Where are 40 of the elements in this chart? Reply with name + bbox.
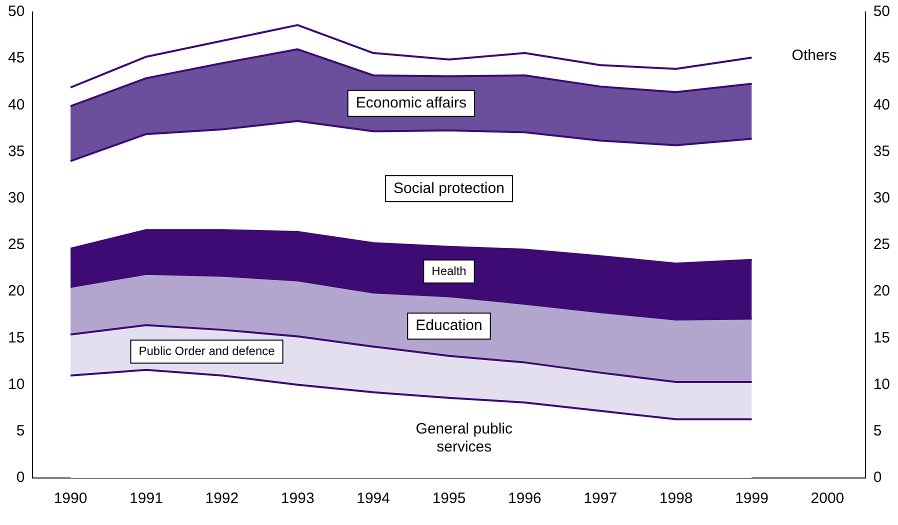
y2-tick-label: 5 xyxy=(873,422,882,440)
y-tick-label: 50 xyxy=(8,3,25,20)
y2-tick-label: 30 xyxy=(873,190,890,207)
text: Others xyxy=(792,46,837,64)
y-tick-label: 15 xyxy=(8,329,25,346)
y-tick-label: 5 xyxy=(16,422,25,440)
y2-tick-label: 20 xyxy=(873,282,890,300)
y2-tick-label: 40 xyxy=(873,96,890,114)
y-tick-label: 20 xyxy=(8,282,25,300)
y-tick-label: 45 xyxy=(8,50,25,67)
y2-tick-label: 50 xyxy=(873,3,890,20)
y-tick-label: 25 xyxy=(8,236,25,254)
x-tick-label: 1998 xyxy=(659,490,693,508)
x-tick-label: 1990 xyxy=(54,490,88,508)
series-label: Health xyxy=(432,264,466,278)
y2-tick-label: 35 xyxy=(873,142,890,160)
x-tick-label: 1996 xyxy=(508,490,542,508)
series-label: Economic affairs xyxy=(356,94,466,112)
x-tick-label: 1999 xyxy=(735,490,768,508)
x-tick-label: 2000 xyxy=(810,490,844,508)
x-tick-label: 1992 xyxy=(205,490,239,508)
y-tick-label: 40 xyxy=(8,96,25,114)
x-tick-label: 1997 xyxy=(584,490,618,508)
series-label: General public services xyxy=(416,420,513,456)
x-tick-label: 1995 xyxy=(432,490,466,508)
y2-tick-label: 15 xyxy=(873,329,890,346)
y2-tick-label: 10 xyxy=(873,376,890,393)
x-tick-label: 1991 xyxy=(130,490,163,508)
y-tick-label: 35 xyxy=(8,142,25,160)
x-tick-label: 1994 xyxy=(356,490,390,508)
y2-tick-label: 25 xyxy=(873,236,890,254)
y-tick-label: 10 xyxy=(8,376,25,393)
y-tick-label: 0 xyxy=(16,469,25,486)
y-tick-label: 30 xyxy=(8,190,25,207)
series-label: Education xyxy=(416,317,482,334)
series-label: Public Order and defence xyxy=(138,344,276,358)
y2-tick-label: 45 xyxy=(873,50,890,67)
series-label: Social protection xyxy=(394,180,504,197)
y2-tick-label: 0 xyxy=(873,469,882,486)
x-tick-label: 1993 xyxy=(280,490,314,508)
